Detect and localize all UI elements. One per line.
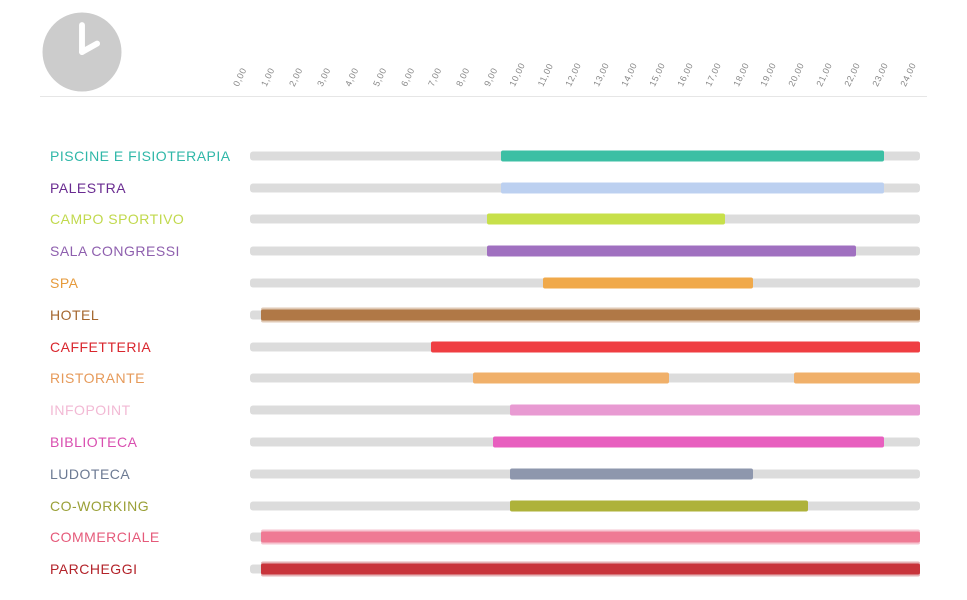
row-segment [493, 437, 884, 448]
schedule-row: INFOPOINT [40, 394, 920, 426]
time-axis: 0,001,002,003,004,005,006,007,008,009,00… [250, 38, 920, 88]
schedule-row: CAFFETTERIA [40, 331, 920, 363]
axis-tick: 2,00 [287, 66, 304, 88]
schedule-row: SALA CONGRESSI [40, 235, 920, 267]
axis-tick: 6,00 [399, 66, 416, 88]
row-segment [510, 500, 809, 511]
axis-tick: 13,00 [591, 61, 611, 88]
axis-tick: 9,00 [482, 66, 499, 88]
row-segment [487, 246, 856, 257]
row-segment [261, 564, 920, 575]
schedule-row: COMMERCIALE [40, 522, 920, 554]
row-label: LUDOTECA [50, 466, 130, 482]
row-label: PARCHEGGI [50, 561, 137, 577]
schedule-row: PISCINE E FISIOTERAPIA [40, 140, 920, 172]
row-segment [501, 182, 883, 193]
axis-tick: 3,00 [315, 66, 332, 88]
schedule-row: CAMPO SPORTIVO [40, 204, 920, 236]
row-label: PALESTRA [50, 180, 126, 196]
row-segment [473, 373, 668, 384]
row-label: COMMERCIALE [50, 529, 160, 545]
row-label: HOTEL [50, 307, 99, 323]
row-segment [261, 532, 920, 543]
schedule-row: LUDOTECA [40, 458, 920, 490]
row-label: CO-WORKING [50, 498, 149, 514]
axis-tick: 23,00 [870, 61, 890, 88]
schedule-row: SPA [40, 267, 920, 299]
axis-tick: 21,00 [815, 61, 835, 88]
row-segment [501, 150, 883, 161]
schedule-row: CO-WORKING [40, 490, 920, 522]
axis-tick: 12,00 [563, 61, 583, 88]
axis-tick: 18,00 [731, 61, 751, 88]
axis-tick: 0,00 [231, 66, 248, 88]
row-label: SALA CONGRESSI [50, 243, 180, 259]
schedule-row: BIBLIOTECA [40, 426, 920, 458]
row-segment [510, 405, 920, 416]
schedule-rows: PISCINE E FISIOTERAPIA PALESTRA CAMPO SPOR… [40, 140, 920, 585]
axis-tick: 20,00 [787, 61, 807, 88]
schedule-row: RISTORANTE [40, 363, 920, 395]
axis-tick: 15,00 [647, 61, 667, 88]
row-segment [431, 341, 920, 352]
row-segment [543, 278, 752, 289]
row-label: RISTORANTE [50, 370, 145, 386]
row-segment [261, 309, 920, 320]
row-label: SPA [50, 275, 78, 291]
axis-tick: 4,00 [343, 66, 360, 88]
axis-tick: 17,00 [703, 61, 723, 88]
axis-tick: 24,00 [898, 61, 918, 88]
schedule-row: HOTEL [40, 299, 920, 331]
row-label: INFOPOINT [50, 402, 131, 418]
axis-tick: 19,00 [759, 61, 779, 88]
row-segment [510, 468, 753, 479]
clock-icon [40, 10, 124, 94]
axis-tick: 10,00 [508, 61, 528, 88]
axis-tick: 22,00 [843, 61, 863, 88]
axis-tick: 16,00 [675, 61, 695, 88]
axis-tick: 1,00 [259, 66, 276, 88]
row-segment [487, 214, 724, 225]
row-label: CAMPO SPORTIVO [50, 211, 184, 227]
row-label: CAFFETTERIA [50, 339, 151, 355]
row-segment [794, 373, 920, 384]
schedule-row: PARCHEGGI [40, 553, 920, 585]
row-label: PISCINE E FISIOTERAPIA [50, 148, 231, 164]
axis-tick: 14,00 [619, 61, 639, 88]
axis-tick: 7,00 [427, 66, 444, 88]
row-label: BIBLIOTECA [50, 434, 137, 450]
axis-tick: 5,00 [371, 66, 388, 88]
axis-tick: 11,00 [536, 62, 555, 88]
axis-tick: 8,00 [454, 66, 471, 88]
schedule-row: PALESTRA [40, 172, 920, 204]
header-rule [40, 96, 927, 97]
